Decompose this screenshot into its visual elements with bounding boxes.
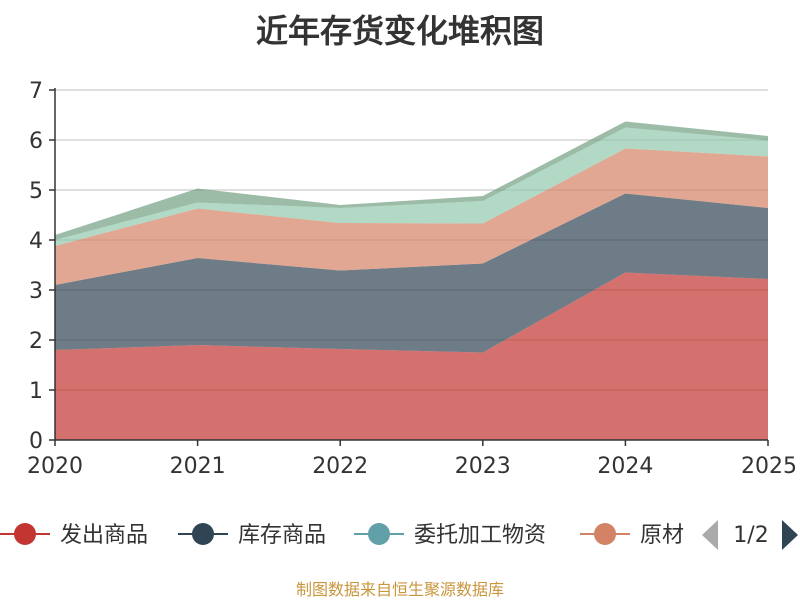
area-series-0	[55, 272, 768, 440]
legend-label: 库存商品	[238, 523, 326, 548]
area-series-4	[55, 127, 768, 246]
legend-label: 原材料	[640, 523, 706, 548]
y-tick-label: 2	[29, 329, 43, 354]
area-series-3	[55, 148, 768, 285]
x-tick-label: 2022	[312, 454, 368, 479]
y-tick-label: 0	[29, 429, 43, 454]
y-tick-label: 4	[29, 229, 43, 254]
legend-label: 委托加工物资	[414, 523, 546, 548]
x-tick-label: 2021	[170, 454, 226, 479]
triangle-right-icon[interactable]	[782, 520, 798, 550]
y-tick-label: 3	[29, 279, 43, 304]
area-series-1	[55, 193, 768, 353]
legend-items: 发出商品 库存商品 委托加工物资 原材料	[0, 523, 706, 548]
axes: 0 1 2 3 4 5 6 7 2020 2021 2022 2023 2024 2025	[27, 79, 797, 479]
x-tick-label: 2023	[455, 454, 511, 479]
legend: 发出商品 库存商品 委托加工物资 原材料 1/2	[0, 520, 798, 550]
legend-item[interactable]: 发出商品	[0, 523, 148, 548]
area-series	[55, 121, 768, 440]
x-tick-label: 2020	[27, 454, 83, 479]
legend-item[interactable]: 委托加工物资	[354, 523, 546, 548]
y-tick-label: 1	[29, 379, 43, 404]
triangle-left-icon[interactable]	[702, 520, 718, 550]
legend-label: 发出商品	[60, 523, 148, 548]
area-series-5	[55, 121, 768, 240]
legend-marker	[192, 523, 214, 545]
legend-item[interactable]: 原材料	[580, 523, 706, 548]
x-tick-label: 2024	[597, 454, 653, 479]
legend-marker	[594, 523, 616, 545]
source-note: 制图数据来自恒生聚源数据库	[295, 580, 504, 599]
legend-marker	[14, 523, 36, 545]
y-tick-label: 7	[29, 79, 43, 104]
legend-marker	[368, 523, 390, 545]
chart-title: 近年存货变化堆积图	[255, 12, 544, 50]
legend-item[interactable]: 库存商品	[178, 523, 326, 548]
y-tick-label: 6	[29, 129, 43, 154]
legend-page-indicator: 1/2	[733, 523, 768, 548]
x-tick-label: 2025	[741, 454, 797, 479]
y-tick-label: 5	[29, 179, 43, 204]
